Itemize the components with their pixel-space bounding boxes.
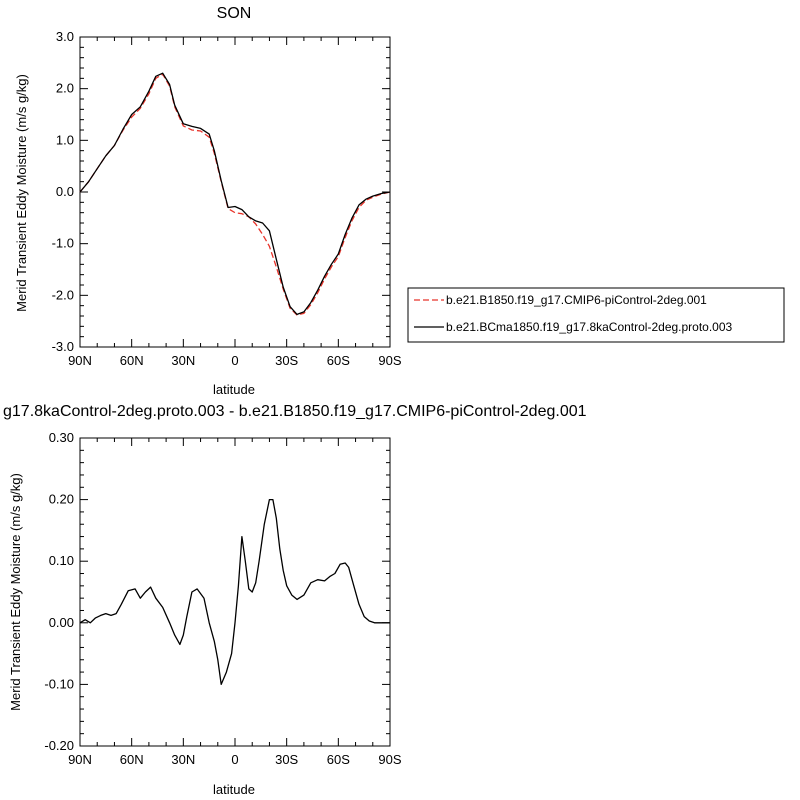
x-tick-label: 60S [327,353,350,368]
y-tick-label: 0.00 [49,615,74,630]
y-tick-label: -2.0 [52,287,74,302]
bottom-chart-title: g17.8kaControl-2deg.proto.003 - b.e21.B1… [3,403,587,420]
top-chart-plot: 90N 60N 30N 0 30S 60S 90S 3.0 2.0 1.0 0.0 -1.0 -2.0 -… [52,29,402,368]
top-chart-title: SON [217,5,252,22]
y-tick-label: 1.0 [56,132,74,147]
legend-label-0: b.e21.B1850.f19_g17.CMIP6-piControl-2deg… [446,293,707,307]
y-tick-label: 2.0 [56,81,74,96]
y-tick-label: -3.0 [52,339,74,354]
x-tick-label: 30N [171,752,195,767]
x-tick-label: 90S [378,752,401,767]
y-tick-label: -0.20 [44,738,74,753]
legend-label-1: b.e21.BCma1850.f19_g17.8kaControl-2deg.p… [446,320,733,334]
series-line-0 [79,73,391,316]
top-y-axis-label: Merid Transient Eddy Moisture (m/s g/kg) [14,74,29,312]
x-tick-label: 30N [171,353,195,368]
x-tick-label: 60N [120,752,144,767]
series-line-0 [79,498,390,686]
y-tick-label: 3.0 [56,29,74,44]
plot-frame [79,437,391,747]
bottom-x-axis-label: latitude [213,782,255,797]
y-tick-label: -1.0 [52,236,74,251]
x-tick-label: 60S [327,752,350,767]
legend: b.e21.B1850.f19_g17.CMIP6-piControl-2deg… [407,287,785,343]
top-x-axis-label: latitude [213,382,255,397]
y-tick-label: -0.10 [44,676,74,691]
x-tick-label: 60N [120,353,144,368]
x-tick-label: 0 [231,752,238,767]
plot-frame [79,36,391,348]
legend-box [407,287,785,343]
series-line-1 [79,72,391,316]
y-tick-label: 0.30 [49,430,74,445]
y-tick-label: 0.20 [49,492,74,507]
x-tick-label: 30S [275,353,298,368]
x-tick-label: 90N [68,353,92,368]
x-tick-label: 0 [231,353,238,368]
x-tick-label: 30S [275,752,298,767]
bottom-y-axis-label: Merid Transient Eddy Moisture (m/s g/kg) [8,473,23,711]
x-tick-label: 90N [68,752,92,767]
y-tick-label: 0.0 [56,184,74,199]
y-tick-label: 0.10 [49,553,74,568]
x-tick-label: 90S [378,353,401,368]
bottom-chart-plot: 90N 60N 30N 0 30S 60S 90S 0.30 0.20 0.10 0.00 -0.10… [44,430,402,767]
